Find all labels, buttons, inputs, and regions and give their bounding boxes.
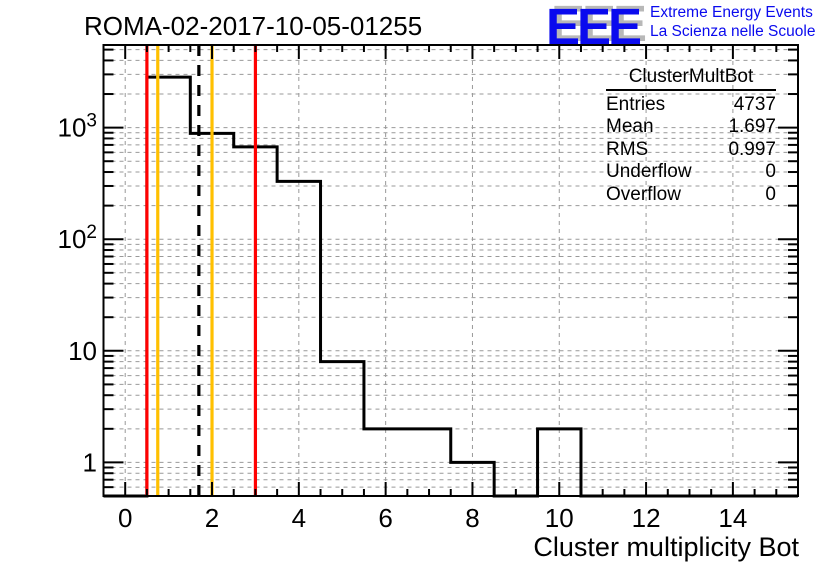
axis-tick-label: 6 (378, 503, 392, 533)
axis-tick-label: 2 (205, 503, 219, 533)
axis-tick-label: 103 (58, 111, 98, 143)
stats-row-overflow: Overflow 0 (606, 184, 776, 206)
plot-title: ROMA-02-2017-10-05-01255 (84, 11, 423, 41)
axis-tick-label: 1 (83, 447, 97, 477)
axis-tick-label: 0 (118, 503, 132, 533)
eee-logo-subtitle-1: Extreme Energy Events (650, 4, 813, 21)
y-tick-labels: 1 10 102 103 (58, 111, 98, 478)
stats-label: Overflow (606, 183, 681, 205)
stats-label: Mean (606, 116, 654, 138)
axis-tick-label: 12 (632, 503, 661, 533)
stats-row-rms: RMS 0.997 (606, 139, 776, 161)
axis-ticks (102, 45, 799, 496)
stats-box: ClusterMultBot Entries 4737 Mean 1.697 R… (606, 66, 776, 206)
stats-value: 4737 (733, 94, 776, 115)
axis-tick-label: 4 (292, 503, 306, 533)
axis-tick-label: 14 (718, 503, 747, 533)
x-axis-title: Cluster multiplicity Bot (533, 532, 799, 562)
axis-tick-label: 10 (545, 503, 574, 533)
stats-value: 0 (765, 183, 776, 205)
axis-tick-label: 10 (68, 336, 97, 366)
axis-tick-label: 8 (465, 503, 479, 533)
stats-row-entries: Entries 4737 (606, 94, 776, 116)
stats-value: 1.697 (728, 116, 776, 138)
eee-logo-subtitle-2: La Scienza nelle Scuole (650, 23, 816, 40)
axis-tick-label: 102 (58, 222, 98, 254)
stats-value: 0 (765, 161, 776, 183)
x-tick-labels: 0 2 4 6 8 10 12 14 (118, 503, 747, 533)
stats-value: 0.997 (728, 138, 776, 160)
stats-label: Underflow (606, 161, 692, 183)
stats-row-mean: Mean 1.697 (606, 116, 776, 138)
eee-logo-text: EEE (546, 0, 642, 55)
stats-label: RMS (606, 138, 649, 160)
eee-logo: EEE Extreme Energy Events La Scienza nel… (0, 0, 836, 52)
stats-box-title: ClusterMultBot (606, 66, 776, 91)
stats-label: Entries (606, 94, 666, 115)
grid-lines (103, 45, 798, 496)
stats-row-underflow: Underflow 0 (606, 161, 776, 183)
